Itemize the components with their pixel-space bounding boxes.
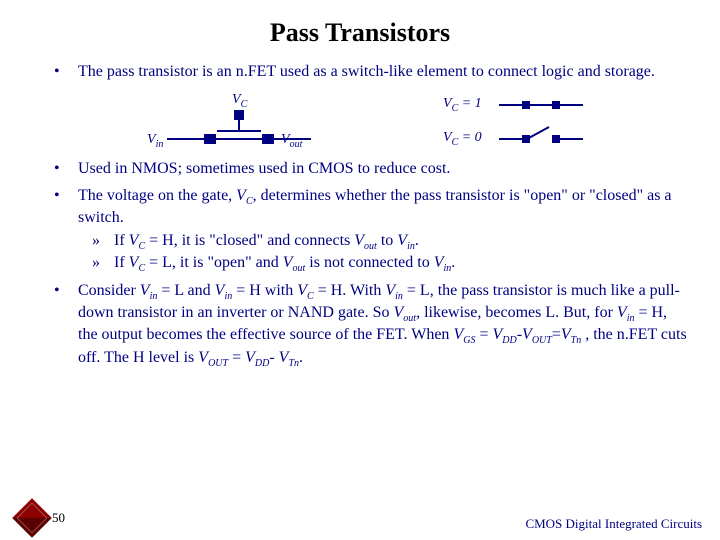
bullet-1-text: The pass transistor is an n.FET used as … <box>78 63 655 80</box>
sub-1: If VC = H, it is "closed" and connects V… <box>78 231 690 253</box>
b3-a: The voltage on the gate, <box>78 187 236 204</box>
page-number: 50 <box>52 510 65 526</box>
diagram-transistor: VC Vin Vout <box>149 89 329 151</box>
label-vc1: VC = 1 <box>443 95 482 115</box>
diagram-switch: VC = 1 VC = 0 <box>439 89 619 151</box>
footer: 50 CMOS Digital Integrated Circuits <box>0 504 720 532</box>
bullet-2: Used in NMOS; sometimes used in CMOS to … <box>30 159 690 180</box>
logo-icon <box>12 498 52 538</box>
footer-text: CMOS Digital Integrated Circuits <box>525 516 702 532</box>
bullet-1: The pass transistor is an n.FET used as … <box>30 62 690 151</box>
bullet-4: Consider Vin = L and Vin = H with VC = H… <box>30 281 690 370</box>
footer-left: 50 <box>18 504 65 532</box>
label-vin: Vin <box>147 131 163 151</box>
sub-2: If VC = L, it is "open" and Vout is not … <box>78 253 690 275</box>
bullet-3: The voltage on the gate, VC, determines … <box>30 186 690 275</box>
label-vc: VC <box>232 91 247 111</box>
bullet-list: The pass transistor is an n.FET used as … <box>30 62 690 370</box>
label-vc0: VC = 0 <box>443 129 482 149</box>
slide-title: Pass Transistors <box>30 18 690 48</box>
diagram-row: VC Vin Vout <box>78 89 690 151</box>
sub-list: If VC = H, it is "closed" and connects V… <box>78 231 690 275</box>
label-vout: Vout <box>281 131 302 151</box>
